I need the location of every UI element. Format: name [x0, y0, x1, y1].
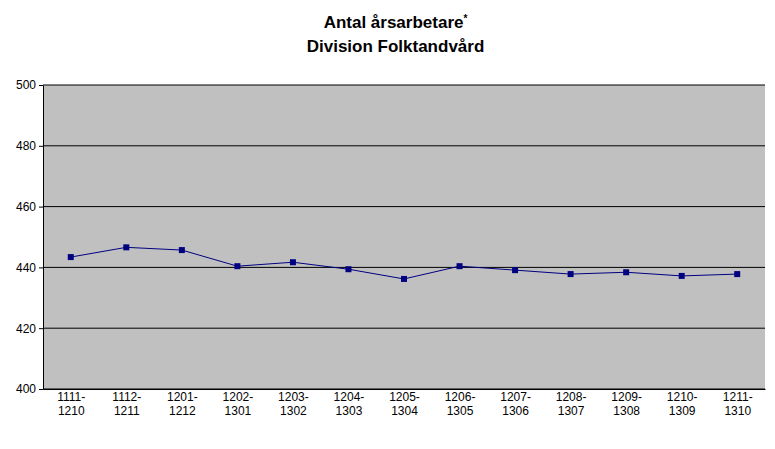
- x-tick-label: 1211-1310: [723, 390, 753, 418]
- x-tick-label: 1203-1302: [278, 390, 309, 418]
- data-marker: [679, 273, 685, 279]
- y-axis: 400 420 440 460 480 500: [16, 78, 44, 396]
- data-marker: [345, 266, 351, 272]
- y-axis-line: [43, 86, 44, 390]
- x-tick: 1207-1306: [500, 390, 531, 418]
- grid-line: [43, 85, 765, 86]
- x-tick-label: 1210-1309: [667, 390, 698, 418]
- x-tick-label: 1202-1301: [223, 390, 254, 418]
- x-tick-label: 1112-1211: [112, 390, 141, 418]
- x-tick: 1205-1304: [389, 390, 420, 418]
- x-tick: 1204-1303: [334, 390, 365, 418]
- x-axis: 1111-1210 1112-1211 1201-1212 1202-1301 1203…: [44, 390, 766, 419]
- x-tick-label: 1204-1303: [334, 390, 365, 418]
- data-marker: [234, 263, 240, 269]
- data-line: [71, 247, 737, 279]
- grid: [43, 85, 765, 389]
- y-tick-label: 480: [16, 139, 36, 153]
- chart-title: Antal årsarbetare*: [324, 13, 468, 32]
- data-marker: [290, 259, 296, 265]
- y-tick-label: 460: [16, 200, 36, 214]
- plot-background: [43, 85, 765, 389]
- x-tick: 1203-1302: [278, 390, 309, 418]
- data-marker: [568, 271, 574, 277]
- y-tick-label: 400: [16, 382, 36, 396]
- data-marker: [734, 271, 740, 277]
- data-marker: [179, 247, 185, 253]
- x-tick-label: 1207-1306: [500, 390, 531, 418]
- data-marker: [457, 263, 463, 269]
- data-marker: [401, 276, 407, 282]
- data-marker: [512, 267, 518, 273]
- x-tick: 1112-1211: [112, 390, 141, 418]
- y-tick-mark: [39, 207, 43, 208]
- data-group: [68, 244, 740, 282]
- x-tick: 1211-1310: [723, 390, 753, 418]
- grid-line: [43, 145, 765, 146]
- y-tick-mark: [39, 85, 43, 86]
- x-tick: 1111-1210: [57, 390, 85, 418]
- x-tick-label: 1209-1308: [611, 390, 642, 418]
- y-tick-label: 500: [16, 78, 36, 92]
- grid-line: [43, 206, 765, 207]
- x-tick-label: 1201-1212: [167, 390, 198, 418]
- grid-line: [43, 267, 765, 268]
- x-tick: 1208-1307: [556, 390, 587, 418]
- y-tick: 480: [16, 139, 43, 153]
- x-tick-label: 1111-1210: [57, 390, 85, 418]
- y-tick-mark: [39, 389, 43, 390]
- y-tick: 460: [16, 200, 43, 214]
- grid-line: [43, 328, 765, 329]
- data-marker: [123, 244, 129, 250]
- data-marker: [68, 254, 74, 260]
- x-tick: 1210-1309: [667, 390, 698, 418]
- y-tick-label: 420: [16, 322, 36, 336]
- chart-subtitle: Division Folktandvård: [307, 37, 485, 56]
- y-tick: 400: [16, 382, 43, 396]
- x-tick-label: 1206-1305: [445, 390, 476, 418]
- y-tick-label: 440: [16, 261, 36, 275]
- x-tick-label: 1205-1304: [389, 390, 420, 418]
- x-tick: 1201-1212: [167, 390, 198, 418]
- data-marker: [623, 269, 629, 275]
- y-tick: 440: [16, 261, 43, 275]
- x-tick: 1206-1305: [445, 390, 476, 418]
- y-tick-mark: [39, 146, 43, 147]
- y-tick: 500: [16, 78, 43, 92]
- x-tick: 1209-1308: [611, 390, 642, 418]
- y-tick-mark: [39, 267, 43, 268]
- x-tick-label: 1208-1307: [556, 390, 587, 418]
- plot-group: 400 420 440 460 480 500 1111-1210 1112-1211 1201…: [16, 78, 766, 418]
- y-tick-mark: [39, 328, 43, 329]
- y-tick: 420: [16, 322, 43, 336]
- x-tick: 1202-1301: [223, 390, 254, 418]
- chart-svg: Antal årsarbetare* Division Folktandvård 4…: [0, 0, 775, 449]
